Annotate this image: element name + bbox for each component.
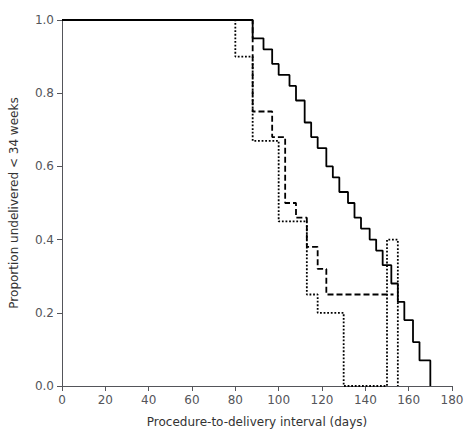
svg-text:160: 160: [397, 393, 420, 407]
svg-text:100: 100: [267, 393, 290, 407]
svg-text:0.0: 0.0: [35, 379, 54, 393]
svg-text:80: 80: [228, 393, 243, 407]
svg-text:60: 60: [184, 393, 199, 407]
svg-text:0.8: 0.8: [35, 86, 54, 100]
svg-text:0.6: 0.6: [35, 159, 54, 173]
svg-text:40: 40: [141, 393, 156, 407]
svg-text:140: 140: [354, 393, 377, 407]
svg-text:Proportion undelivered < 34 we: Proportion undelivered < 34 weeks: [7, 97, 21, 308]
svg-text:0.4: 0.4: [35, 233, 54, 247]
svg-text:Procedure-to-delivery interval: Procedure-to-delivery interval (days): [147, 415, 367, 429]
svg-text:1.0: 1.0: [35, 13, 54, 27]
svg-text:120: 120: [311, 393, 334, 407]
svg-text:180: 180: [441, 393, 464, 407]
svg-text:0.2: 0.2: [35, 306, 54, 320]
svg-text:20: 20: [98, 393, 113, 407]
svg-text:0: 0: [58, 393, 66, 407]
